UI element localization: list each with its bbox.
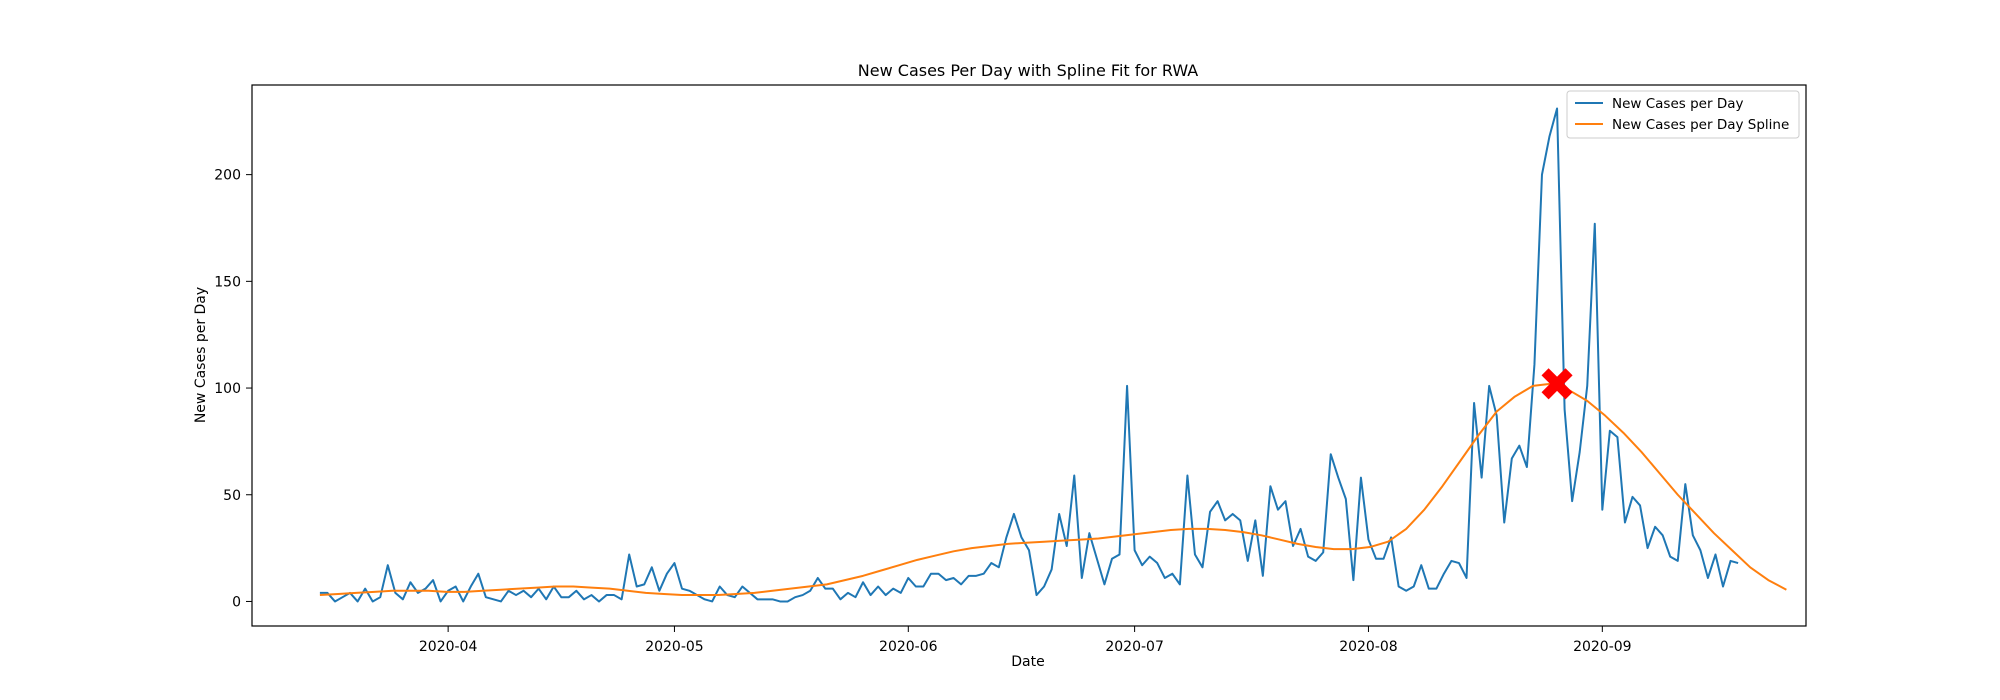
y-axis: 0 50 100 150 200 [214, 168, 252, 610]
x-tick-label: 2020-09 [1573, 639, 1632, 655]
marker-layer [1541, 368, 1573, 400]
series-line-spline [319, 382, 1787, 597]
chart-title: New Cases Per Day with Spline Fit for RW… [858, 61, 1198, 80]
series-layer [319, 107, 1787, 603]
peak-marker-stroke-b [1541, 368, 1573, 400]
legend-label-spline: New Cases per Day Spline [1612, 117, 1789, 133]
x-tick-label: 2020-08 [1339, 639, 1398, 655]
y-tick-label: 50 [223, 488, 241, 504]
x-tick-label: 2020-06 [879, 639, 938, 655]
x-axis-label: Date [1011, 654, 1044, 670]
series-line-new-cases [319, 107, 1739, 603]
peak-marker [1541, 368, 1573, 400]
legend-box [1566, 90, 1800, 139]
x-tick-label: 2020-07 [1105, 639, 1164, 655]
y-tick-label: 100 [214, 381, 241, 397]
x-axis: 2020-04 2020-05 2020-06 2020-07 2020-08 2020-… [419, 626, 1632, 655]
x-tick-label: 2020-05 [645, 639, 704, 655]
y-tick-label: 150 [214, 274, 241, 290]
y-tick-label: 0 [232, 594, 241, 610]
plot-frame [251, 84, 1807, 627]
x-tick-label: 2020-04 [419, 639, 478, 655]
y-axis-label: New Cases per Day [193, 287, 209, 423]
legend-label-new-cases: New Cases per Day [1612, 96, 1743, 112]
y-tick-label: 200 [214, 168, 241, 184]
legend: New Cases per Day New Cases per Day Spli… [1566, 90, 1800, 139]
